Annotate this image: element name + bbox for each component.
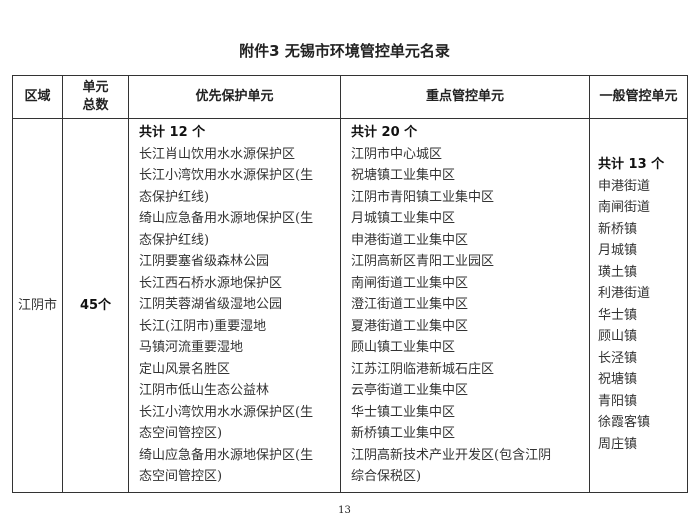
list-item: 璜土镇 bbox=[598, 264, 638, 280]
list-item: 新桥镇工业集中区 bbox=[351, 426, 456, 441]
general-cell: 共计 13 个申港街道南闸街道新桥镇月城镇璜土镇利港街道华士镇顾山镇长泾镇祝塘镇… bbox=[589, 118, 688, 493]
page-title: 附件3 无锡市环境管控单元名录 bbox=[239, 42, 450, 60]
key-count: 共计 20 个 bbox=[351, 125, 418, 140]
list-item: 月城镇工业集中区 bbox=[351, 211, 456, 226]
list-item: 利港街道 bbox=[598, 286, 651, 302]
list-item: 长江西石桥水源地保护区 bbox=[139, 275, 283, 291]
list-item: 江阴市低山生态公益林 bbox=[139, 383, 270, 398]
list-item: 江阴高新区青阳工业园区 bbox=[351, 254, 495, 269]
list-item: 祝塘镇工业集中区 bbox=[351, 168, 456, 183]
list-item: 江阴市中心城区 bbox=[351, 146, 443, 162]
region-cell: 江阴市 bbox=[12, 118, 63, 493]
header-general: 一般管控单元 bbox=[589, 75, 688, 119]
list-item: 江苏江阴临港新城石庄区 bbox=[351, 361, 495, 377]
list-item: 马镇河流重要湿地 bbox=[139, 340, 244, 355]
header-total: 单元总数 bbox=[62, 75, 129, 119]
list-item: 申港街道工业集中区 bbox=[351, 232, 469, 248]
list-item: 长江(江阴市)重要湿地 bbox=[139, 318, 267, 334]
priority-count: 共计 12 个 bbox=[139, 125, 206, 140]
list-item: 顾山镇 bbox=[598, 329, 638, 345]
total-cell: 45个 bbox=[62, 118, 129, 493]
header-row: 区域 单元总数 优先保护单元 重点管控单元 一般管控单元 bbox=[12, 75, 688, 119]
list-item: 顾山镇工业集中区 bbox=[351, 340, 456, 355]
list-item: 态空间管控区) bbox=[139, 469, 223, 484]
list-item: 徐霞客镇 bbox=[598, 415, 651, 431]
list-item: 南闸街道 bbox=[598, 200, 651, 216]
list-item: 长泾镇 bbox=[598, 350, 638, 366]
list-item: 江阴市青阳镇工业集中区 bbox=[351, 189, 495, 205]
list-item: 申港街道 bbox=[598, 178, 651, 194]
list-item: 澄江街道工业集中区 bbox=[351, 297, 469, 312]
list-item: 南闸街道工业集中区 bbox=[351, 275, 469, 291]
list-item: 云亭街道工业集中区 bbox=[351, 383, 469, 398]
list-item: 华士镇工业集中区 bbox=[351, 404, 456, 420]
list-item: 长江小湾饮用水水源保护区(生 bbox=[139, 404, 314, 420]
list-item: 江阴高新技术产业开发区(包含江阴 bbox=[351, 447, 552, 463]
priority-cell: 共计 12 个长江肖山饮用水水源保护区长江小湾饮用水水源保护区(生 态保护红线) 绮… bbox=[128, 118, 341, 493]
list-item: 周庄镇 bbox=[598, 436, 638, 452]
table-row: 江阴市 45个 共计 12 个长江肖山饮用水水源保护区长江小湾饮用水水源保护区(… bbox=[12, 118, 688, 493]
list-item: 夏港街道工业集中区 bbox=[351, 318, 469, 334]
unit-table: 区域 单元总数 优先保护单元 重点管控单元 一般管控单元 江阴市 45个 共计 … bbox=[12, 75, 688, 493]
list-item: 绮山应急备用水源地保护区(生 bbox=[139, 211, 314, 226]
list-item: 月城镇 bbox=[598, 243, 638, 259]
list-item: 新桥镇 bbox=[598, 221, 638, 237]
list-item: 定山风景名胜区 bbox=[139, 361, 231, 377]
list-item: 江阴要塞省级森林公园 bbox=[139, 254, 270, 269]
list-item: 长江肖山饮用水水源保护区 bbox=[139, 146, 296, 162]
list-item: 综合保税区) bbox=[351, 469, 422, 484]
header-priority: 优先保护单元 bbox=[128, 75, 341, 119]
list-item: 青阳镇 bbox=[598, 393, 638, 409]
list-item: 江阴芙蓉湖省级湿地公园 bbox=[139, 297, 283, 312]
list-item: 态保护红线) bbox=[139, 189, 210, 205]
list-item: 祝塘镇 bbox=[598, 372, 638, 388]
list-item: 长江小湾饮用水水源保护区(生 bbox=[139, 168, 314, 183]
key-cell: 共计 20 个江阴市中心城区 祝塘镇工业集中区江阴市青阳镇工业集中区 月城镇工业集中… bbox=[340, 118, 590, 493]
list-item: 态保护红线) bbox=[139, 232, 210, 248]
page-number: 13 bbox=[338, 505, 351, 516]
list-item: 华士镇 bbox=[598, 307, 638, 323]
general-count: 共计 13 个 bbox=[598, 157, 665, 173]
list-item: 绮山应急备用水源地保护区(生 bbox=[139, 447, 314, 463]
header-region: 区域 bbox=[12, 75, 63, 119]
list-item: 态空间管控区) bbox=[139, 426, 223, 441]
header-key: 重点管控单元 bbox=[340, 75, 590, 119]
